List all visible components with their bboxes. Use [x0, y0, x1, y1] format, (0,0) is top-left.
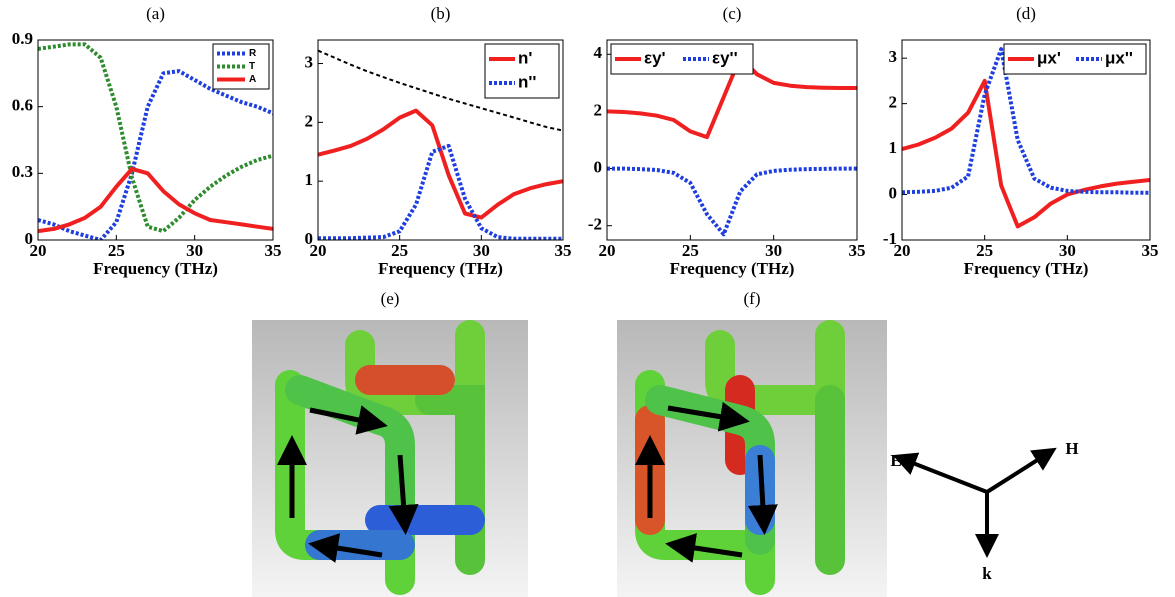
x-tick-label: 30 — [1059, 241, 1076, 260]
panel-f: (f) — [617, 289, 887, 597]
y-tick-label: 2 — [889, 93, 898, 112]
x-tick-label: 35 — [265, 241, 282, 260]
data-line — [38, 169, 273, 231]
y-tick-label: 0.6 — [12, 96, 33, 115]
y-tick-label: -1 — [883, 229, 897, 248]
figure: (e) (f) E H k (a)Frequency (THz)20253035… — [0, 0, 1175, 597]
legend-label: n' — [518, 48, 532, 67]
data-line — [902, 81, 1150, 227]
data-line — [318, 146, 563, 239]
chart: (c) Frequency (THz) 20 25 30 35 -2 0 2 4 εy' εy'' — [588, 4, 866, 278]
x-tick-label: 30 — [473, 241, 490, 260]
y-tick-label: 3 — [889, 47, 898, 66]
panel-label: (e) — [381, 289, 400, 308]
y-tick-label: -2 — [588, 215, 602, 234]
panel-e: (e) — [252, 289, 528, 597]
y-tick-label: 0 — [594, 157, 603, 176]
y-tick-label: 2 — [594, 100, 603, 119]
y-tick-label: 0 — [25, 229, 34, 248]
x-tick-label: 35 — [555, 241, 572, 260]
field-axes — [900, 452, 1050, 550]
legend-label: μx' — [1037, 48, 1061, 67]
axis-label: k — [982, 564, 992, 583]
axis-label: H — [1065, 439, 1078, 458]
x-tick-label: 35 — [849, 241, 866, 260]
panel-label: (f) — [744, 289, 761, 308]
data-line — [38, 71, 273, 240]
x-tick-label: 30 — [765, 241, 782, 260]
legend-label: T — [249, 61, 255, 72]
chart-title: (d) — [1016, 4, 1036, 23]
legend-box — [213, 44, 269, 89]
y-tick-label: 4 — [594, 43, 603, 62]
x-tick-label: 25 — [976, 241, 993, 260]
arrow-h — [987, 452, 1050, 492]
x-axis-label: Frequency (THz) — [670, 259, 795, 278]
legend-label: R — [249, 48, 257, 59]
y-tick-label: 2 — [305, 111, 314, 130]
arrow-e — [900, 458, 987, 492]
x-axis-label: Frequency (THz) — [93, 259, 218, 278]
x-tick-label: 25 — [682, 241, 699, 260]
legend-label: μx'' — [1105, 48, 1133, 67]
x-tick-label: 30 — [186, 241, 203, 260]
data-line — [607, 169, 857, 235]
legend-label: A — [249, 74, 256, 85]
y-tick-label: 0 — [305, 229, 314, 248]
x-tick-label: 25 — [391, 241, 408, 260]
y-tick-label: 0.3 — [12, 162, 33, 181]
legend-label: n'' — [518, 72, 536, 91]
legend-label: εy' — [644, 48, 666, 67]
x-axis-label: Frequency (THz) — [964, 259, 1089, 278]
y-tick-label: 1 — [889, 138, 898, 157]
y-tick-label: 0 — [889, 183, 898, 202]
chart-title: (a) — [146, 4, 165, 23]
axis-label: E — [890, 451, 901, 470]
x-tick-label: 20 — [599, 241, 616, 260]
y-tick-label: 3 — [305, 52, 314, 71]
x-tick-label: 35 — [1142, 241, 1159, 260]
x-axis-label: Frequency (THz) — [378, 259, 503, 278]
y-tick-label: 1 — [305, 170, 314, 189]
legend-label: εy'' — [712, 48, 738, 67]
data-line — [318, 111, 563, 218]
x-tick-label: 25 — [108, 241, 125, 260]
y-tick-label: 0.9 — [12, 29, 33, 48]
chart-title: (c) — [723, 4, 742, 23]
chart-title: (b) — [431, 4, 451, 23]
